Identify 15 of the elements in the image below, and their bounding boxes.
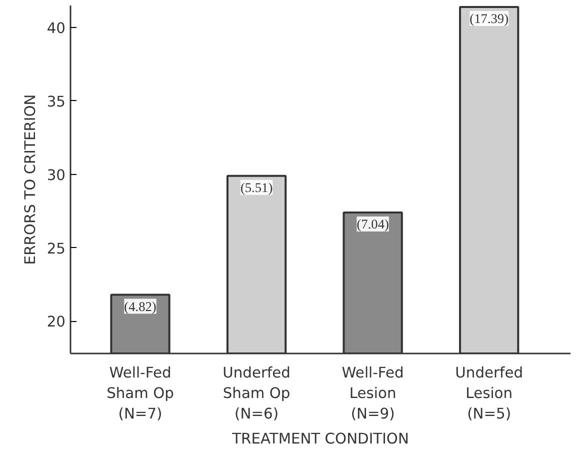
annotation: (17.39) [470, 10, 509, 26]
y-axis-title: ERRORS TO CRITERION [22, 94, 39, 265]
y-tick-label: 40 [46, 20, 66, 38]
annotation: (7.04) [356, 216, 389, 232]
x-tick-label: Well-Fed Lesion (N=9) [342, 364, 404, 422]
x-tick-label: Underfed Sham Op (N=6) [222, 364, 290, 422]
y-tick-label: 20 [46, 314, 66, 331]
y-tick-label: 30 [46, 166, 66, 184]
x-axis-title: TREATMENT CONDITION [231, 430, 409, 448]
y-tick-label: 25 [46, 240, 66, 258]
annotation: (4.82) [124, 298, 156, 314]
annotation: (5.51) [240, 180, 273, 195]
y-tick-label: 35 [46, 93, 66, 110]
x-tick-label: Underfed Lesion (N=5) [455, 364, 524, 422]
x-tick-label: Well-Fed Sham Op (N=7) [106, 364, 174, 422]
